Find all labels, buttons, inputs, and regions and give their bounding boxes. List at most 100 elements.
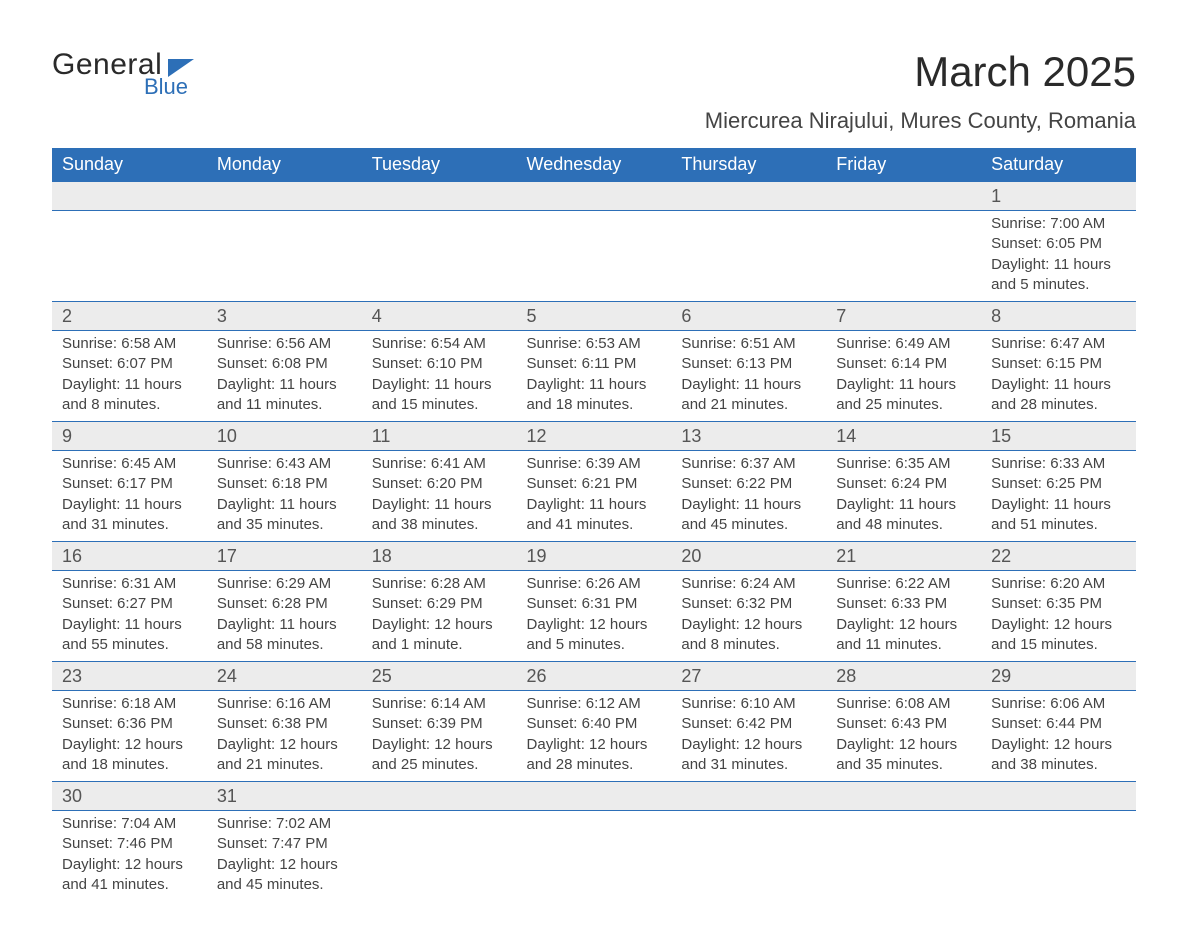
col-saturday: Saturday xyxy=(981,148,1136,182)
daylight-text: Daylight: 12 hours and 28 minutes. xyxy=(527,735,662,776)
sunrise-text: Sunrise: 6:18 AM xyxy=(62,694,197,714)
daylight-text: Daylight: 11 hours and 45 minutes. xyxy=(681,495,816,536)
sunrise-text: Sunrise: 6:24 AM xyxy=(681,574,816,594)
sunrise-text: Sunrise: 6:58 AM xyxy=(62,334,197,354)
sunset-text: Sunset: 6:24 PM xyxy=(836,474,971,494)
day-details-empty xyxy=(671,811,826,840)
sunset-text: Sunset: 6:40 PM xyxy=(527,714,662,734)
day-number: 5 xyxy=(517,302,672,330)
sunrise-text: Sunrise: 6:49 AM xyxy=(836,334,971,354)
sunset-text: Sunset: 6:35 PM xyxy=(991,594,1126,614)
day-details: Sunrise: 6:53 AMSunset: 6:11 PMDaylight:… xyxy=(517,331,672,421)
sunrise-text: Sunrise: 7:04 AM xyxy=(62,814,197,834)
day-number: 31 xyxy=(207,782,362,810)
daylight-text: Daylight: 12 hours and 35 minutes. xyxy=(836,735,971,776)
location-subtitle: Miercurea Nirajului, Mures County, Roman… xyxy=(705,108,1136,134)
week-details-row: Sunrise: 6:18 AMSunset: 6:36 PM Daylight:… xyxy=(52,691,1136,782)
daylight-text: Daylight: 11 hours and 15 minutes. xyxy=(372,375,507,416)
sunset-text: Sunset: 6:39 PM xyxy=(372,714,507,734)
week-daynum-row: 2345678 xyxy=(52,302,1136,331)
sunrise-text: Sunrise: 6:08 AM xyxy=(836,694,971,714)
sunrise-text: Sunrise: 6:39 AM xyxy=(527,454,662,474)
day-number-empty xyxy=(671,182,826,210)
col-wednesday: Wednesday xyxy=(517,148,672,182)
day-number: 24 xyxy=(207,662,362,690)
day-details-empty xyxy=(517,211,672,240)
day-details: Sunrise: 6:43 AMSunset: 6:18 PMDaylight:… xyxy=(207,451,362,541)
week-daynum-row: 16171819202122 xyxy=(52,542,1136,571)
day-details: Sunrise: 6:51 AMSunset: 6:13 PMDaylight:… xyxy=(671,331,826,421)
week-details-row: Sunrise: 6:58 AMSunset: 6:07 PMDaylight:… xyxy=(52,331,1136,422)
page-header: General Blue March 2025 Miercurea Niraju… xyxy=(52,48,1136,134)
week-details-row: Sunrise: 6:45 AMSunset: 6:17 PMDaylight:… xyxy=(52,451,1136,542)
day-number: 19 xyxy=(517,542,672,570)
day-number: 7 xyxy=(826,302,981,330)
col-tuesday: Tuesday xyxy=(362,148,517,182)
day-details-empty xyxy=(362,211,517,240)
day-number-empty xyxy=(517,782,672,810)
day-number-empty xyxy=(207,182,362,210)
sunrise-text: Sunrise: 6:47 AM xyxy=(991,334,1126,354)
daylight-text: Daylight: 12 hours and 8 minutes. xyxy=(681,615,816,656)
sunrise-text: Sunrise: 6:16 AM xyxy=(217,694,352,714)
sunset-text: Sunset: 6:36 PM xyxy=(62,714,197,734)
day-number: 27 xyxy=(671,662,826,690)
sunset-text: Sunset: 6:18 PM xyxy=(217,474,352,494)
day-details: Sunrise: 6:16 AMSunset: 6:38 PMDaylight:… xyxy=(207,691,362,781)
sunset-text: Sunset: 6:21 PM xyxy=(527,474,662,494)
week-details-row: Sunrise: 6:31 AMSunset: 6:27 PMDaylight:… xyxy=(52,571,1136,662)
sunrise-text: Sunrise: 6:56 AM xyxy=(217,334,352,354)
day-number: 26 xyxy=(517,662,672,690)
sunrise-text: Sunrise: 6:29 AM xyxy=(217,574,352,594)
day-details: Sunrise: 6:06 AMSunset: 6:44 PMDaylight:… xyxy=(981,691,1136,781)
day-details: Sunrise: 7:04 AMSunset: 7:46 PMDaylight:… xyxy=(52,811,207,901)
sunset-text: Sunset: 6:29 PM xyxy=(372,594,507,614)
daylight-text: Daylight: 11 hours and 51 minutes. xyxy=(991,495,1126,536)
sunset-text: Sunset: 6:20 PM xyxy=(372,474,507,494)
sunset-text: Sunset: 6:13 PM xyxy=(681,354,816,374)
day-number: 9 xyxy=(52,422,207,450)
sunset-text: Sunset: 6:42 PM xyxy=(681,714,816,734)
day-details-empty xyxy=(517,811,672,840)
day-details-empty xyxy=(671,211,826,240)
day-details: Sunrise: 6:35 AMSunset: 6:24 PMDaylight:… xyxy=(826,451,981,541)
sunset-text: Sunset: 6:44 PM xyxy=(991,714,1126,734)
day-number-empty xyxy=(52,182,207,210)
daylight-text: Daylight: 11 hours and 25 minutes. xyxy=(836,375,971,416)
week-daynum-row: 9101112131415 xyxy=(52,422,1136,451)
day-details: Sunrise: 6:08 AMSunset: 6:43 PMDaylight:… xyxy=(826,691,981,781)
col-sunday: Sunday xyxy=(52,148,207,182)
daylight-text: Daylight: 12 hours and 21 minutes. xyxy=(217,735,352,776)
daylight-text: Daylight: 11 hours and 55 minutes. xyxy=(62,615,197,656)
daylight-text: Daylight: 11 hours and 8 minutes. xyxy=(62,375,197,416)
calendar-table: Sunday Monday Tuesday Wednesday Thursday… xyxy=(52,148,1136,901)
sunrise-text: Sunrise: 6:41 AM xyxy=(372,454,507,474)
day-number: 10 xyxy=(207,422,362,450)
sunrise-text: Sunrise: 6:33 AM xyxy=(991,454,1126,474)
sunset-text: Sunset: 6:25 PM xyxy=(991,474,1126,494)
day-number: 16 xyxy=(52,542,207,570)
day-details-empty xyxy=(207,211,362,240)
daylight-text: Daylight: 12 hours and 11 minutes. xyxy=(836,615,971,656)
sunrise-text: Sunrise: 6:35 AM xyxy=(836,454,971,474)
day-number: 17 xyxy=(207,542,362,570)
day-details: Sunrise: 6:49 AMSunset: 6:14 PMDaylight:… xyxy=(826,331,981,421)
day-number: 13 xyxy=(671,422,826,450)
day-details: Sunrise: 6:10 AMSunset: 6:42 PMDaylight:… xyxy=(671,691,826,781)
day-details: Sunrise: 7:02 AMSunset: 7:47 PMDaylight:… xyxy=(207,811,362,901)
sunrise-text: Sunrise: 6:43 AM xyxy=(217,454,352,474)
sunset-text: Sunset: 6:05 PM xyxy=(991,234,1126,254)
weekday-header-row: Sunday Monday Tuesday Wednesday Thursday… xyxy=(52,148,1136,182)
sunset-text: Sunset: 6:31 PM xyxy=(527,594,662,614)
day-number: 1 xyxy=(981,182,1136,210)
sunset-text: Sunset: 6:27 PM xyxy=(62,594,197,614)
day-details: Sunrise: 7:00 AMSunset: 6:05 PMDaylight:… xyxy=(981,211,1136,301)
daylight-text: Daylight: 11 hours and 5 minutes. xyxy=(991,255,1126,296)
sunset-text: Sunset: 6:15 PM xyxy=(991,354,1126,374)
day-number: 12 xyxy=(517,422,672,450)
day-details: Sunrise: 6:28 AMSunset: 6:29 PMDaylight:… xyxy=(362,571,517,661)
day-number: 4 xyxy=(362,302,517,330)
day-number: 18 xyxy=(362,542,517,570)
day-details-empty xyxy=(981,811,1136,840)
day-details-empty xyxy=(362,811,517,840)
